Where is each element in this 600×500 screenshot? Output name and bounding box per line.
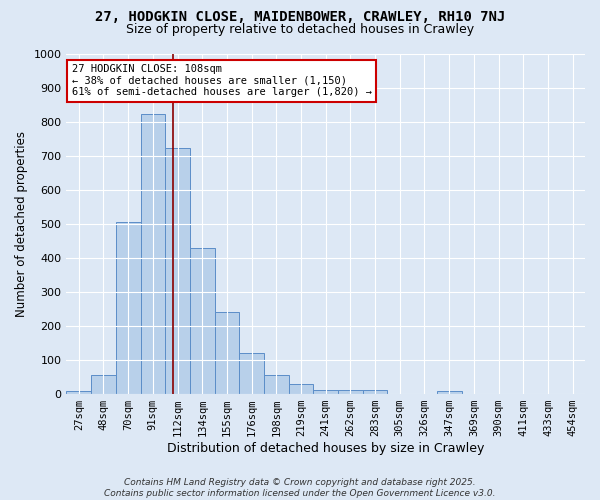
Bar: [239, 354, 264, 394]
Bar: [165, 148, 190, 394]
Text: Size of property relative to detached houses in Crawley: Size of property relative to detached ho…: [126, 22, 474, 36]
X-axis label: Distribution of detached houses by size in Crawley: Distribution of detached houses by size …: [167, 442, 484, 455]
Bar: [91, 376, 116, 394]
Bar: [140, 114, 165, 394]
Y-axis label: Number of detached properties: Number of detached properties: [15, 131, 28, 317]
Text: 27, HODGKIN CLOSE, MAIDENBOWER, CRAWLEY, RH10 7NJ: 27, HODGKIN CLOSE, MAIDENBOWER, CRAWLEY,…: [95, 10, 505, 24]
Bar: [190, 248, 215, 394]
Bar: [338, 390, 363, 394]
Text: Contains HM Land Registry data © Crown copyright and database right 2025.
Contai: Contains HM Land Registry data © Crown c…: [104, 478, 496, 498]
Bar: [363, 390, 388, 394]
Bar: [313, 390, 338, 394]
Bar: [215, 312, 239, 394]
Bar: [289, 384, 313, 394]
Bar: [67, 392, 91, 394]
Bar: [437, 392, 461, 394]
Bar: [116, 222, 140, 394]
Text: 27 HODGKIN CLOSE: 108sqm
← 38% of detached houses are smaller (1,150)
61% of sem: 27 HODGKIN CLOSE: 108sqm ← 38% of detach…: [71, 64, 371, 98]
Bar: [264, 376, 289, 394]
